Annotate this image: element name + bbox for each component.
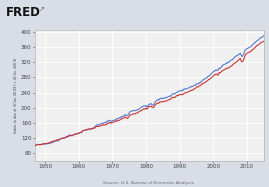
Text: Source: U.S. Bureau of Economic Analysis: Source: U.S. Bureau of Economic Analysis [102, 181, 193, 185]
Text: FRED: FRED [5, 6, 40, 19]
Y-axis label: Index, Index of (IChn. 2009 $) = (IChn. 2009 $): Index, Index of (IChn. 2009 $) = (IChn. … [12, 57, 19, 134]
Text: ↗: ↗ [39, 6, 45, 12]
